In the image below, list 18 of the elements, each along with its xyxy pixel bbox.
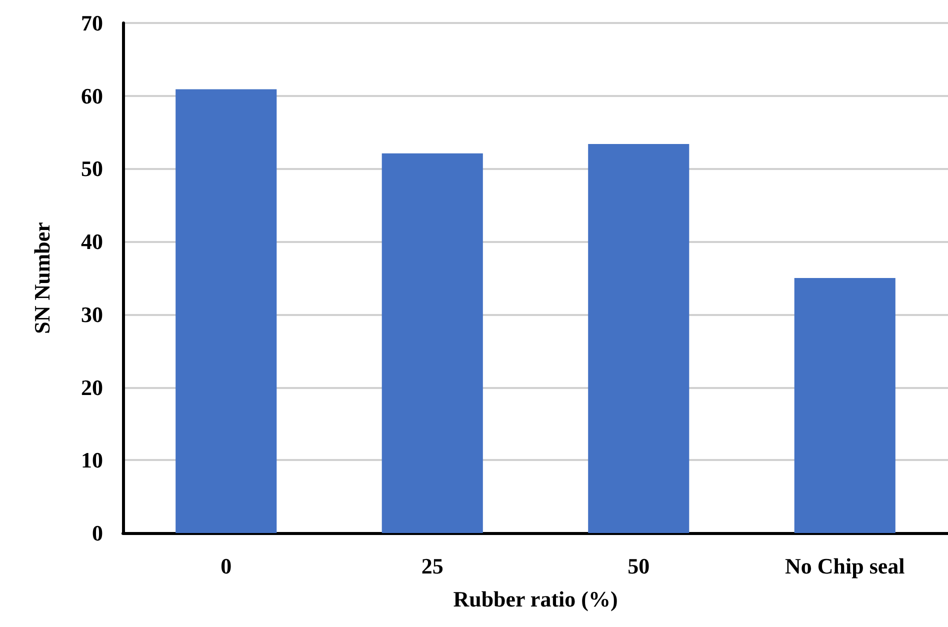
y-tick-label: 50 bbox=[81, 156, 103, 182]
x-axis-title: Rubber ratio (%) bbox=[453, 586, 618, 612]
bar bbox=[176, 89, 277, 533]
y-tick-label: 30 bbox=[81, 302, 103, 327]
y-tick-label: 60 bbox=[81, 83, 103, 108]
bar bbox=[794, 278, 896, 533]
y-tick-label: 20 bbox=[81, 374, 103, 400]
x-tick-label: No Chip seal bbox=[784, 554, 905, 578]
y-axis-title: SN Number bbox=[30, 222, 54, 334]
y-tick-label: 40 bbox=[81, 229, 103, 254]
bar bbox=[382, 153, 483, 533]
bar bbox=[588, 144, 690, 533]
x-tick-label: 25 bbox=[421, 554, 444, 578]
x-tick-label: 50 bbox=[628, 554, 650, 578]
y-tick-label: 0 bbox=[92, 520, 103, 546]
x-tick-label: 0 bbox=[220, 554, 232, 578]
y-tick-label: 70 bbox=[81, 10, 103, 36]
y-tick-label: 10 bbox=[81, 448, 103, 473]
